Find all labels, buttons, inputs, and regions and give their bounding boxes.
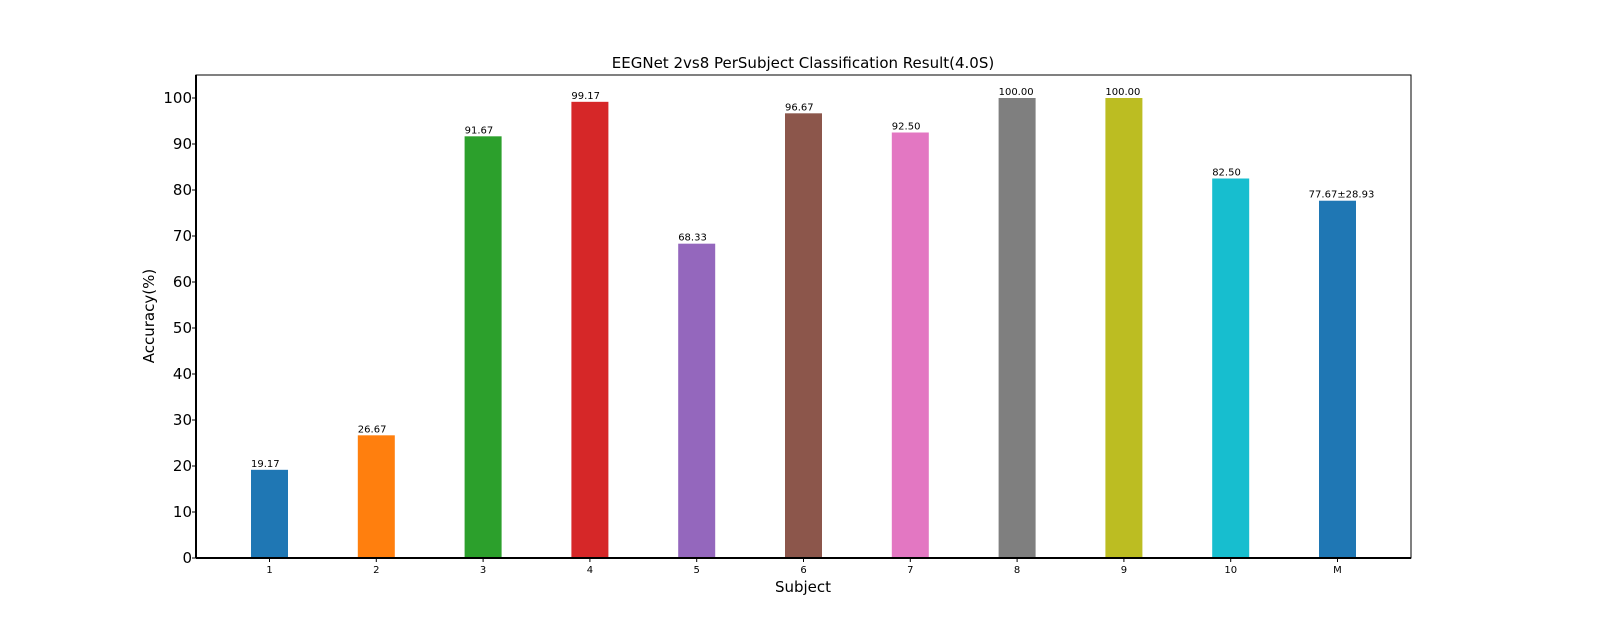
x-tick-label-1: 1 [266,565,272,576]
bar-value-label-3: 91.67 [465,125,494,136]
bar-5 [678,243,716,558]
y-tick-label-40: 40 [173,365,192,383]
bar-4 [571,101,609,559]
bar-value-label-2: 26.67 [358,424,387,435]
chart-title: EEGNet 2vs8 PerSubject Classification Re… [612,54,994,72]
x-tick-label-7: 7 [907,565,913,576]
y-tick-label-10: 10 [173,503,192,521]
x-axis-label: Subject [775,578,831,596]
bar-value-label-M: 77.67±28.93 [1309,190,1375,201]
x-tick-label-3: 3 [480,565,486,576]
y-tick-label-80: 80 [173,181,192,199]
x-tick-label-2: 2 [373,565,379,576]
bar-value-label-1: 19.17 [251,459,280,470]
y-tick-label-100: 100 [163,89,192,107]
x-tick-label-6: 6 [800,565,806,576]
y-tick-label-30: 30 [173,411,192,429]
y-tick-label-0: 0 [182,549,192,567]
y-tick-label-20: 20 [173,457,192,475]
x-tick-label-4: 4 [587,565,593,576]
y-tick-label-60: 60 [173,273,192,291]
bar-8 [998,98,1036,558]
bar-value-label-10: 82.50 [1212,168,1241,179]
x-tick-label-M: M [1333,565,1342,576]
x-tick-label-10: 10 [1224,565,1237,576]
bar-value-label-6: 96.67 [785,102,814,113]
bar-M [1319,200,1356,558]
bar-value-label-4: 99.17 [571,91,600,102]
bar-labels-group: 19.17 26.67 91.67 99.17 68.33 96.67 92.50 100.0… [251,87,1374,470]
y-axis-label: Accuracy(%) [140,269,158,363]
bar-6 [785,113,822,559]
y-tick-label-70: 70 [173,227,192,245]
bar-3 [464,136,502,558]
bar-7 [891,132,929,558]
bars-group [251,98,1356,559]
bar-9 [1105,98,1143,558]
x-tick-label-9: 9 [1121,565,1127,576]
bar-10 [1212,178,1250,558]
bar-2 [357,435,395,558]
bar-1 [251,469,288,558]
bar-value-label-7: 92.50 [892,122,921,133]
y-tick-label-50: 50 [173,319,192,337]
y-tick-label-90: 90 [173,135,192,153]
x-tick-label-8: 8 [1014,565,1020,576]
bar-value-label-5: 68.33 [678,233,707,244]
x-axis-ticks: 1 2 3 4 5 6 7 8 9 10 M [266,558,1342,576]
y-axis-ticks: 0 10 20 30 40 50 60 70 80 90 100 [163,89,196,567]
bar-value-label-9: 100.00 [1105,87,1140,98]
bar-value-label-8: 100.00 [999,87,1034,98]
x-tick-label-5: 5 [694,565,700,576]
